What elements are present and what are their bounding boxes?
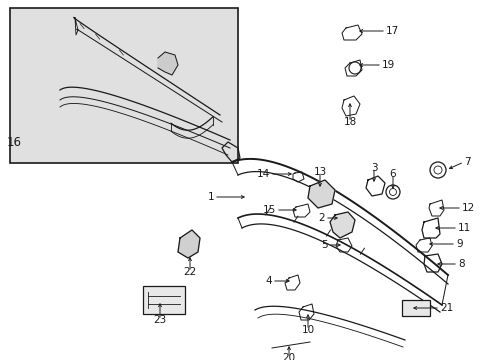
Ellipse shape [433,166,441,174]
Text: 16: 16 [6,136,21,149]
Text: 13: 13 [313,167,326,177]
Text: 12: 12 [461,203,474,213]
Text: 7: 7 [463,157,469,167]
Text: 5: 5 [321,240,327,250]
Text: 4: 4 [265,276,271,286]
Bar [401,300,429,316]
Bar [142,286,184,314]
Text: 1: 1 [207,192,214,202]
Text: 19: 19 [381,60,394,70]
Ellipse shape [385,185,399,199]
Polygon shape [307,180,334,208]
Text: 10: 10 [301,325,314,335]
Polygon shape [178,230,200,258]
Ellipse shape [348,62,360,74]
Text: 11: 11 [457,223,470,233]
Ellipse shape [429,162,445,178]
Text: 23: 23 [153,315,166,325]
Polygon shape [158,52,178,75]
Text: 17: 17 [385,26,398,36]
Ellipse shape [389,189,396,195]
Text: 3: 3 [370,163,377,173]
Text: 2: 2 [318,213,325,223]
Text: 6: 6 [389,169,395,179]
Text: 21: 21 [439,303,452,313]
Text: 9: 9 [455,239,462,249]
Text: 22: 22 [183,267,196,277]
Text: 18: 18 [343,117,356,127]
Text: 20: 20 [282,353,295,360]
Bar [10,8,238,163]
Text: 15: 15 [262,205,275,215]
Text: 14: 14 [256,169,269,179]
Text: 8: 8 [457,259,464,269]
Polygon shape [329,212,354,238]
